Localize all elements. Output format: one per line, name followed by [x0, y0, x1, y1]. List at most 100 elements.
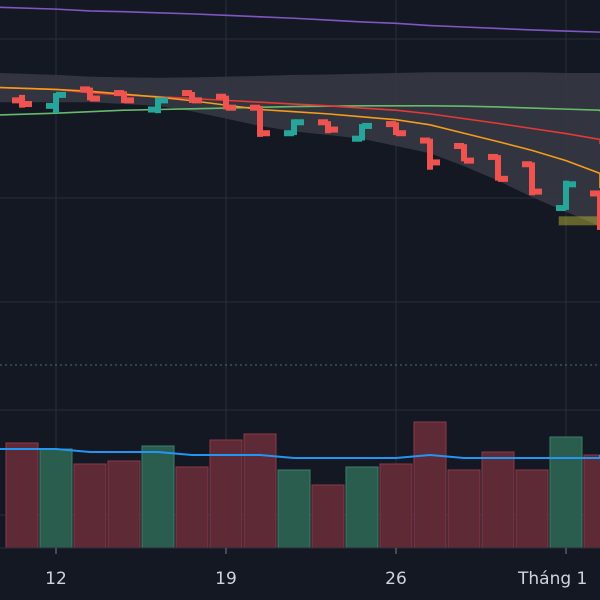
volume-ma-line: [0, 448, 600, 459]
highlight-zone: [558, 216, 600, 226]
bar-close-tick: [90, 95, 100, 102]
volume-bars: [5, 421, 600, 549]
bar-wick: [87, 87, 93, 101]
ohlc-bar: [12, 94, 32, 108]
bar-close-tick: [396, 130, 406, 137]
bar-close-tick: [430, 159, 440, 166]
ohlc-bar: [522, 161, 542, 196]
bar-close-tick: [328, 126, 338, 133]
bar-open-tick: [216, 93, 226, 100]
volume-bar: [243, 433, 277, 549]
bar-open-tick: [420, 137, 430, 144]
bar-open-tick: [454, 143, 464, 149]
bar-open-tick: [488, 153, 498, 160]
volume-bar: [379, 463, 413, 549]
x-tick-label: 26: [385, 569, 407, 589]
bar-wick: [155, 97, 161, 114]
volume-bar: [549, 436, 583, 549]
bar-close-tick: [56, 91, 66, 98]
x-tick-label: Tháng 1: [517, 569, 587, 589]
ohlc-bar: [420, 137, 440, 170]
bar-open-tick: [556, 205, 566, 212]
bar-wick: [529, 162, 535, 196]
bar-close-tick: [22, 101, 32, 108]
purple-ma-line: [0, 6, 600, 33]
volume-bar: [447, 469, 481, 549]
ohlc-bar: [216, 93, 236, 111]
bar-wick: [121, 91, 127, 103]
volume-bar: [345, 466, 379, 549]
x-tick-label: 12: [45, 569, 67, 589]
volume-bar: [175, 466, 209, 549]
ohlc-bar: [454, 143, 474, 164]
ohlc-bar: [386, 121, 406, 137]
volume-ma: [0, 448, 600, 459]
bar-close-tick: [260, 130, 270, 137]
volume-bar: [141, 445, 175, 549]
ohlc-bar: [114, 90, 134, 104]
bollinger-band: [0, 72, 600, 238]
bar-open-tick: [80, 86, 90, 93]
bar-close-tick: [566, 181, 576, 188]
price-bars: [12, 86, 600, 230]
support-zone: [558, 216, 600, 226]
bar-wick: [461, 144, 467, 162]
bar-open-tick: [590, 190, 600, 197]
volume-bar: [583, 454, 600, 549]
bar-open-tick: [352, 135, 362, 142]
bar-close-tick: [532, 188, 542, 195]
bar-close-tick: [498, 175, 508, 182]
volume-bar: [515, 469, 549, 549]
bar-close-tick: [124, 97, 134, 104]
bar-close-tick: [192, 97, 202, 104]
bar-wick: [359, 124, 365, 141]
band-area: [0, 72, 600, 238]
ohlc-bar: [182, 90, 202, 104]
bar-open-tick: [148, 106, 158, 113]
bar-wick: [597, 191, 600, 230]
volume-bar: [107, 460, 141, 549]
ohlc-bar: [318, 119, 338, 134]
ohlc-bar: [352, 122, 372, 142]
bar-close-tick: [226, 104, 236, 111]
volume-bar: [73, 463, 107, 549]
bar-wick: [257, 105, 263, 137]
ohlc-bar: [80, 86, 100, 102]
ohlc-bar: [250, 104, 270, 137]
bar-open-tick: [284, 130, 294, 137]
bar-open-tick: [12, 97, 22, 104]
bar-wick: [563, 180, 569, 210]
volume-bar: [481, 451, 515, 549]
bar-close-tick: [294, 119, 304, 126]
ohlc-bar: [488, 153, 508, 182]
bar-open-tick: [318, 119, 328, 126]
volume-bar: [311, 484, 345, 549]
volume-bar: [5, 442, 39, 549]
ohlc-bar: [590, 190, 600, 230]
bar-wick: [427, 138, 433, 170]
volume-bar: [39, 448, 73, 549]
bar-open-tick: [386, 121, 396, 128]
ohlc-bar: [46, 91, 66, 114]
bar-close-tick: [362, 122, 372, 129]
bar-wick: [291, 119, 297, 136]
bar-close-tick: [158, 97, 168, 104]
x-axis: 12 19 26 Tháng 1: [0, 547, 600, 589]
bar-open-tick: [522, 161, 532, 168]
bar-wick: [495, 155, 501, 181]
volume-bar: [209, 439, 243, 549]
volume-bar: [413, 421, 447, 549]
bar-close-tick: [464, 157, 474, 164]
x-tick-label: 19: [215, 569, 237, 589]
ohlc-bar: [556, 180, 576, 212]
bar-open-tick: [182, 90, 192, 97]
bar-open-tick: [250, 104, 260, 111]
bar-open-tick: [114, 90, 124, 97]
volume-bar: [277, 469, 311, 549]
bar-wick: [223, 95, 229, 110]
ohlc-bar: [284, 119, 304, 137]
bar-wick: [393, 122, 399, 136]
bar-open-tick: [46, 102, 56, 109]
